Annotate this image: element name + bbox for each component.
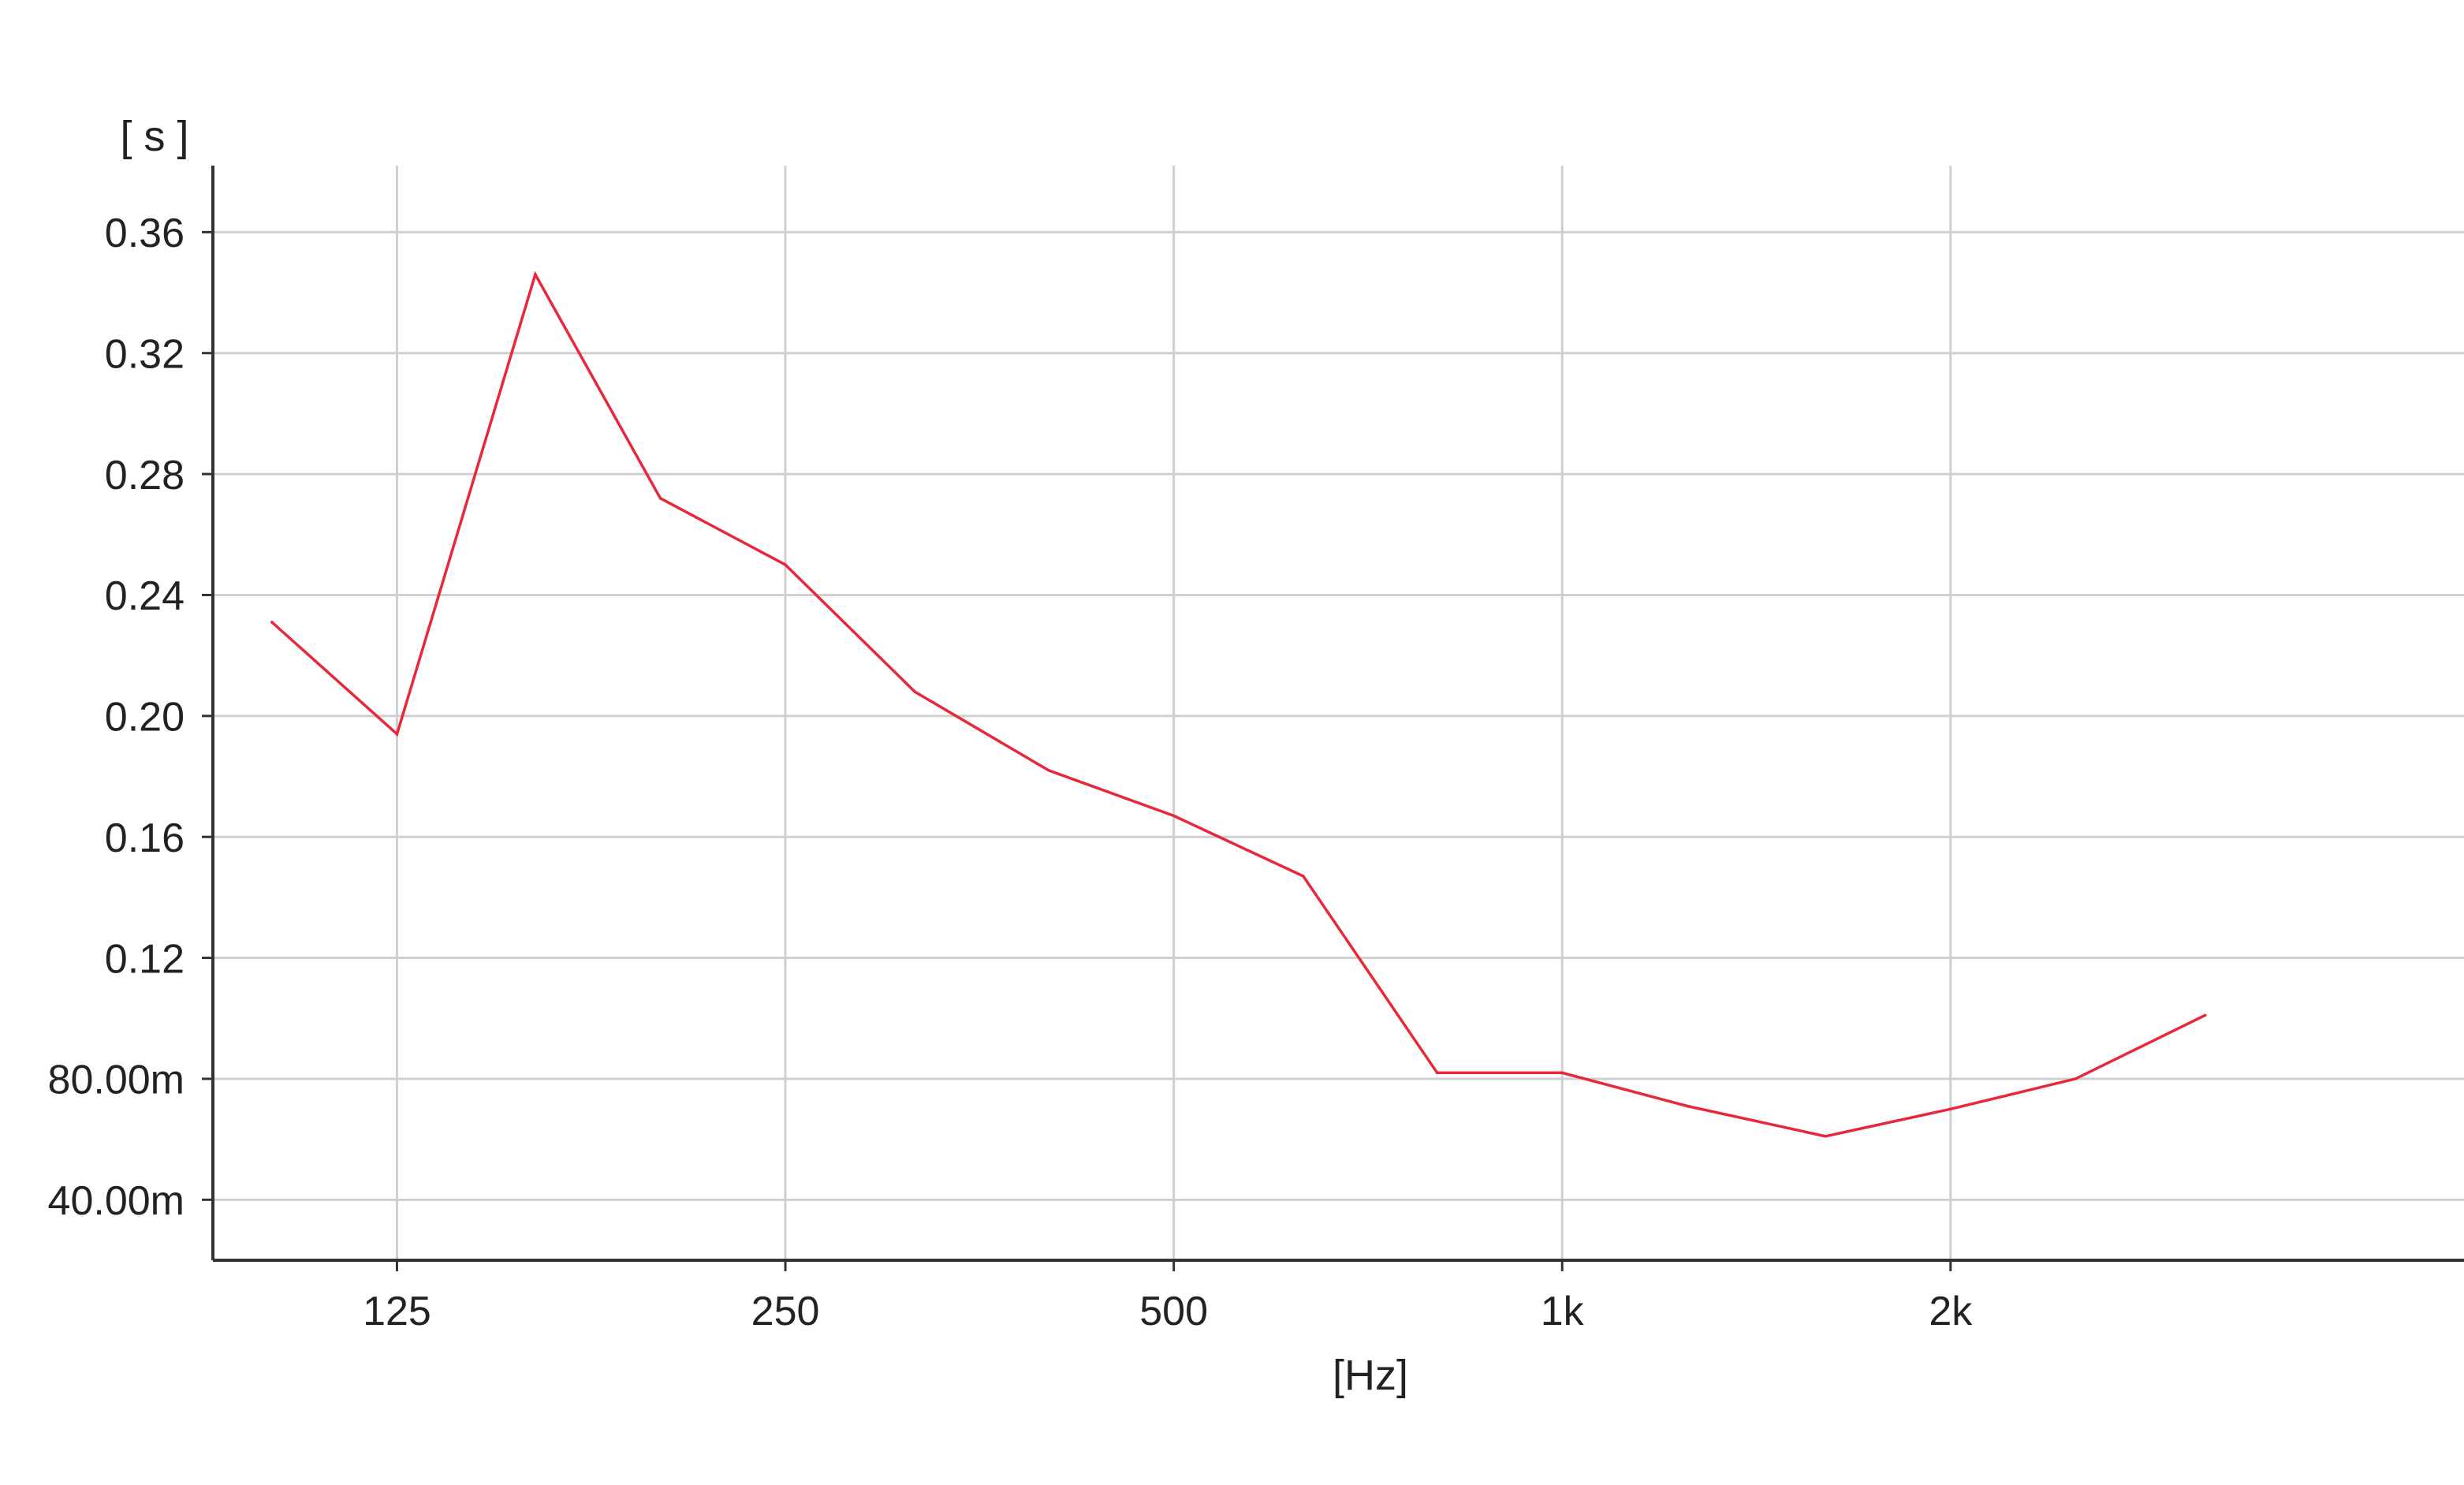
data-point [1047, 769, 1050, 772]
data-point [1686, 1104, 1689, 1108]
axes-layer: 40.00m 80.00m 0.12 0.16 0.20 0.24 0.28 0.32 0.36… [48, 166, 2464, 1334]
grid-layer [213, 166, 2464, 1260]
data-point [1435, 1071, 1439, 1075]
data-point [1560, 1071, 1564, 1075]
data-point [2074, 1077, 2078, 1080]
series-layer [270, 271, 2207, 1138]
x-tick-label: 125 [363, 1289, 431, 1334]
y-tick-label: 0.16 [105, 815, 185, 861]
data-point [658, 496, 662, 500]
y-tick-label: 0.28 [105, 453, 185, 498]
data-point [1302, 875, 1305, 878]
label-layer: [ s ] [Hz] [120, 113, 1408, 1399]
y-tick-label: 40.00m [48, 1178, 185, 1224]
y-tick-label: 0.24 [105, 573, 185, 619]
data-point [2203, 1013, 2207, 1017]
data-point [1824, 1134, 1828, 1138]
x-axis-label: [Hz] [1333, 1352, 1408, 1399]
data-point [1949, 1107, 1952, 1111]
x-tick-label: 500 [1139, 1289, 1208, 1334]
y-tick-label: 80.00m [48, 1058, 185, 1103]
x-tick-label: 250 [751, 1289, 820, 1334]
y-tick-label: 0.12 [105, 936, 185, 982]
y-tick-label: 0.36 [105, 211, 185, 256]
data-point [534, 273, 537, 276]
data-point [395, 733, 399, 736]
data-point [1172, 814, 1176, 818]
data-point [784, 563, 787, 566]
y-tick-label: 0.20 [105, 695, 185, 741]
data-point [913, 690, 917, 693]
x-tick-label: 2k [1929, 1289, 1973, 1334]
data-point [270, 621, 274, 624]
series-line [270, 271, 2206, 1138]
x-tick-label: 1k [1541, 1289, 1585, 1334]
y-axis-label: [ s ] [120, 113, 188, 160]
y-tick-label: 0.32 [105, 331, 185, 377]
